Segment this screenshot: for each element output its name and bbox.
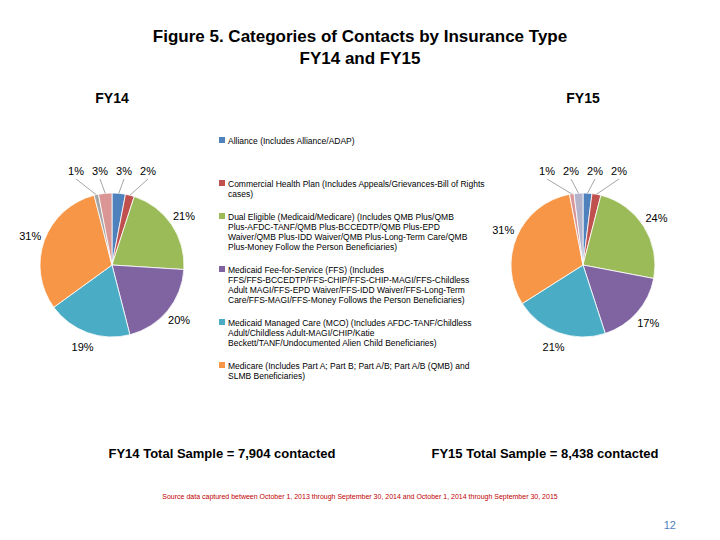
- pie: [40, 193, 184, 337]
- data-label: 1%: [68, 165, 84, 177]
- legend-entry: Commercial Health Plan (Includes Appeals…: [228, 179, 485, 199]
- legend-swatch: [219, 319, 225, 325]
- leader-line: [100, 179, 105, 193]
- leader-line: [547, 179, 572, 194]
- data-label: 2%: [563, 165, 579, 177]
- data-label: 31%: [492, 224, 514, 236]
- data-label: 2%: [587, 165, 603, 177]
- leader-line: [119, 179, 124, 193]
- figure-title: Figure 5. Categories of Contacts by Insu…: [153, 27, 567, 46]
- leader-line: [596, 179, 619, 194]
- data-label: 20%: [168, 314, 190, 326]
- pie-slice: [583, 195, 655, 278]
- legend-entry: Alliance (Includes Alliance/ADAP): [228, 136, 355, 146]
- leader-line: [588, 179, 595, 193]
- pie-slice: [574, 193, 583, 265]
- data-label: 21%: [543, 341, 565, 353]
- sample-note: FY15 Total Sample = 8,438 contacted: [432, 446, 659, 461]
- data-label: 19%: [72, 341, 94, 353]
- data-label: 3%: [92, 165, 108, 177]
- pie-slice: [40, 195, 112, 307]
- legend-swatch: [219, 180, 225, 186]
- data-label: 3%: [116, 165, 132, 177]
- sample-note: FY14 Total Sample = 7,904 contacted: [109, 446, 336, 461]
- data-labels: 24% 17% 21% 31% 2% 2% 1% 2%: [492, 165, 668, 353]
- legend-entry: Medicaid Fee-for-Service (FFS) (Includes…: [228, 265, 469, 305]
- pie-slice: [511, 194, 583, 303]
- leader-line: [130, 179, 148, 195]
- legend-entry: Dual Eligible (Medicaid/Medicare) (Inclu…: [228, 212, 468, 252]
- legend-swatch: [219, 266, 225, 272]
- page-number: 12: [664, 519, 676, 531]
- data-label: 31%: [19, 230, 41, 242]
- legend-entry: Medicare (Includes Part A; Part B; Part …: [228, 361, 470, 381]
- pie: [511, 193, 655, 337]
- pie-slice: [570, 194, 583, 265]
- leader-line: [571, 179, 578, 193]
- data-label: 24%: [645, 212, 667, 224]
- pie-title: FY15: [566, 90, 600, 106]
- source-note: Source data captured between October 1, …: [162, 493, 557, 501]
- legend-swatch: [219, 213, 225, 219]
- data-label: 2%: [611, 165, 627, 177]
- leader-line: [76, 179, 96, 195]
- figure: Figure 5. Categories of Contacts by Insu…: [0, 0, 720, 540]
- data-label: 21%: [173, 210, 195, 222]
- legend-swatch: [219, 362, 225, 368]
- legend-swatch: [219, 137, 225, 143]
- pie-slice: [112, 197, 184, 270]
- legend-entry: Medicaid Managed Care (MCO) (Includes AF…: [228, 318, 472, 348]
- pie-title: FY14: [95, 90, 129, 106]
- legend: Alliance (Includes Alliance/ADAP) Commerc…: [219, 136, 485, 381]
- data-labels: 21% 20% 19% 31% 3% 2% 1% 3%: [19, 165, 195, 353]
- data-label: 2%: [140, 165, 156, 177]
- figure-title: FY14 and FY15: [300, 49, 421, 68]
- data-label: 17%: [637, 317, 659, 329]
- data-label: 1%: [539, 165, 555, 177]
- pie-slice: [99, 193, 112, 265]
